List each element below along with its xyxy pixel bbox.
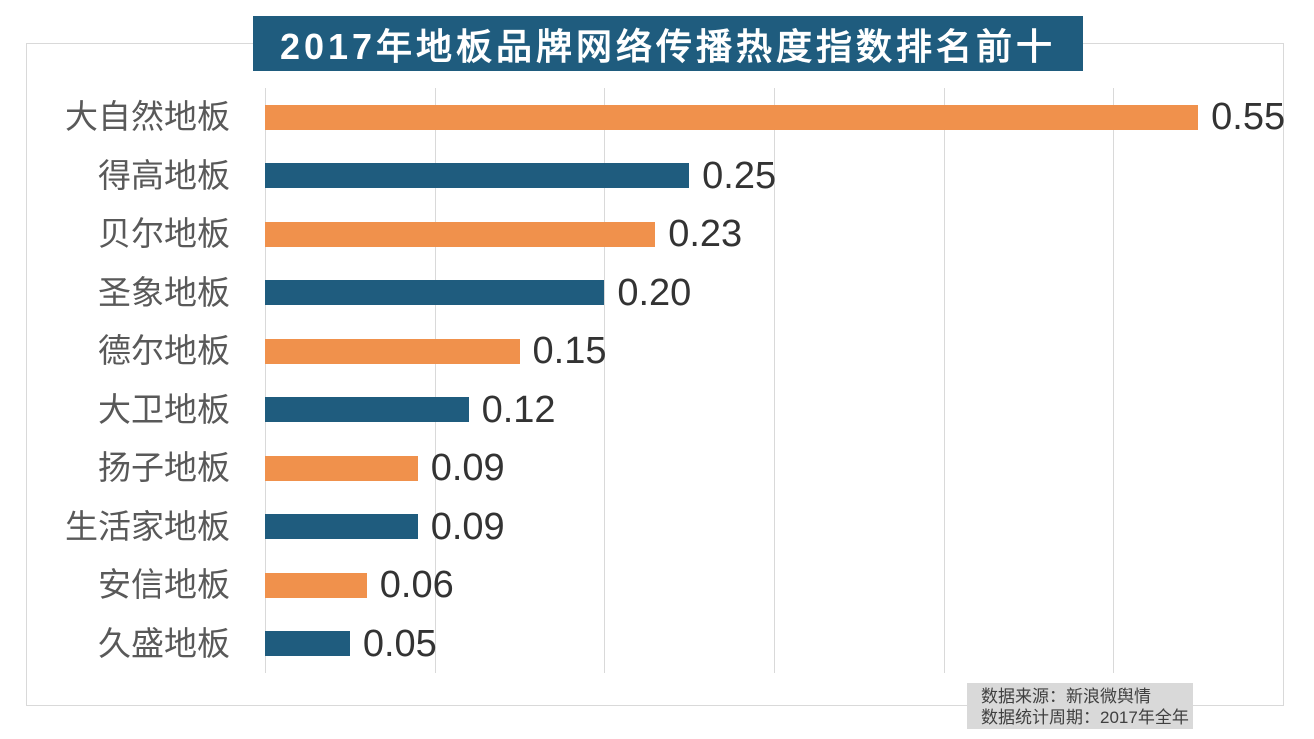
category-label: 贝尔地板 xyxy=(98,215,230,252)
category-label: 大自然地板 xyxy=(65,98,230,135)
category-label: 得高地板 xyxy=(98,156,230,194)
category-label: 大卫地板 xyxy=(98,390,230,428)
value-label: 0.25 xyxy=(702,154,777,197)
bar-圣象地板 xyxy=(265,280,605,306)
gridline xyxy=(1113,88,1115,673)
value-label: 0.09 xyxy=(430,447,505,489)
bar-生活家地板 xyxy=(265,514,418,540)
bar-大卫地板 xyxy=(265,397,469,423)
value-label: 0.09 xyxy=(430,505,505,548)
category-label: 生活家地板 xyxy=(65,507,230,545)
gridline xyxy=(774,88,775,673)
gridline xyxy=(604,88,606,673)
source-line-2: 数据统计周期：2017年全年 xyxy=(981,708,1189,727)
value-label: 0.12 xyxy=(481,388,556,431)
source-line-1: 数据来源：新浪微舆情 xyxy=(981,687,1151,706)
category-label: 德尔地板 xyxy=(98,332,230,369)
bar-德尔地板 xyxy=(265,338,520,364)
value-label: 0.23 xyxy=(668,213,743,255)
bar-久盛地板 xyxy=(265,631,350,657)
bar-扬子地板 xyxy=(265,455,418,481)
chart-title-banner: 2017年地板品牌网络传播热度指数排名前十 xyxy=(253,16,1083,71)
gridline xyxy=(1283,88,1284,673)
value-label: 0.05 xyxy=(362,622,437,665)
bar-大自然地板 xyxy=(265,104,1199,130)
value-label: 0.15 xyxy=(532,330,607,372)
category-label: 久盛地板 xyxy=(98,624,230,662)
bar-贝尔地板 xyxy=(265,221,656,247)
chart-title: 2017年地板品牌网络传播热度指数排名前十 xyxy=(279,25,1057,67)
gridline xyxy=(943,88,945,673)
category-label: 扬子地板 xyxy=(98,449,230,486)
bar-得高地板 xyxy=(265,163,690,189)
value-label: 0.20 xyxy=(617,271,692,314)
value-label: 0.06 xyxy=(379,564,454,606)
gridline xyxy=(434,88,436,673)
source-box: 数据来源：新浪微舆情 数据统计周期：2017年全年 xyxy=(967,683,1193,729)
category-label: 圣象地板 xyxy=(98,273,230,311)
value-label: 0.55 xyxy=(1211,96,1286,138)
gridline xyxy=(265,88,266,673)
bar-安信地板 xyxy=(265,572,367,598)
category-label: 安信地板 xyxy=(98,566,230,603)
